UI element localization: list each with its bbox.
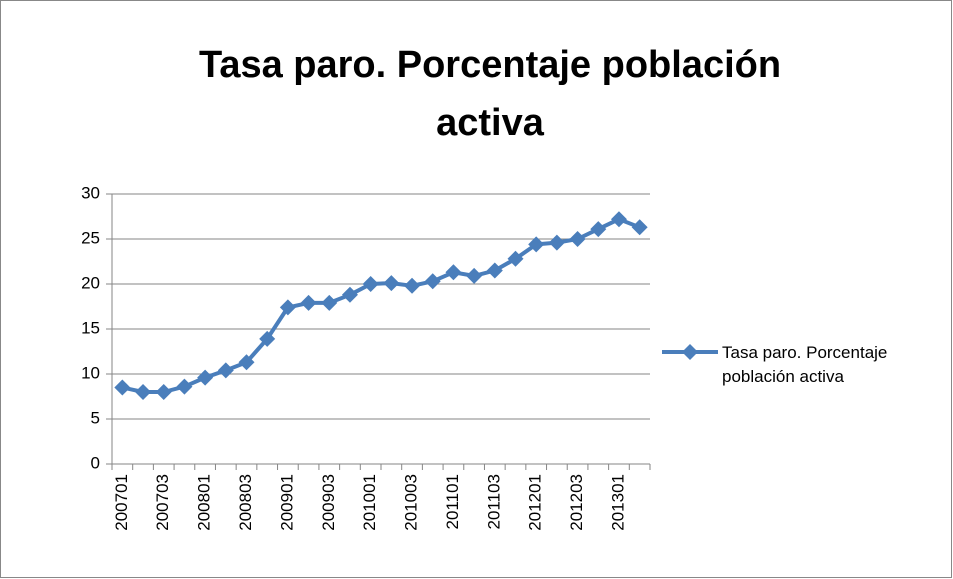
y-tick-label: 0 <box>91 453 100 472</box>
point-marker <box>424 273 441 290</box>
y-tick-label: 15 <box>81 318 100 337</box>
point-marker <box>528 236 545 253</box>
x-tick-label: 200803 <box>236 474 255 531</box>
point-marker <box>590 221 607 238</box>
point-marker <box>362 276 379 292</box>
legend-label: Tasa paro. Porcentaje población activa <box>722 343 888 386</box>
point-marker <box>383 275 400 292</box>
point-marker <box>238 354 255 371</box>
x-tick-label: 201103 <box>484 474 503 529</box>
x-tick-label: 201101 <box>443 474 462 529</box>
x-tick-label: 200701 <box>112 474 131 531</box>
point-marker <box>321 294 338 311</box>
x-tick-label: 200901 <box>277 474 296 531</box>
y-tick-label: 5 <box>91 408 100 427</box>
point-marker <box>135 384 152 400</box>
point-marker <box>279 299 296 316</box>
point-marker <box>259 330 276 347</box>
point-marker <box>176 378 193 395</box>
point-marker <box>404 277 421 294</box>
x-tick-label: 201201 <box>526 474 545 531</box>
x-tick-label: 200703 <box>153 474 172 531</box>
point-marker <box>155 384 172 400</box>
x-tick-label: 201001 <box>360 474 379 531</box>
y-tick-label: 30 <box>81 183 100 202</box>
x-tick-label: 201003 <box>402 474 421 531</box>
point-marker <box>631 219 648 236</box>
y-tick-label: 25 <box>81 228 100 247</box>
point-marker <box>217 362 234 379</box>
x-tick-label: 201301 <box>608 474 627 531</box>
x-tick-label: 200801 <box>195 474 214 531</box>
point-marker <box>507 250 524 267</box>
point-marker <box>300 294 317 311</box>
chart-title: Tasa paro. Porcentaje población activa <box>198 44 782 144</box>
x-tick-label: 201203 <box>567 474 586 531</box>
point-marker <box>610 211 627 228</box>
point-marker <box>486 262 503 279</box>
point-marker <box>197 369 214 386</box>
y-tick-label: 20 <box>81 273 100 292</box>
point-marker <box>569 231 586 247</box>
point-marker <box>466 267 483 284</box>
point-marker <box>445 264 462 281</box>
point-marker <box>341 286 358 303</box>
x-tick-label: 200903 <box>319 474 338 531</box>
point-marker <box>548 234 565 251</box>
y-tick-label: 10 <box>81 363 100 382</box>
point-marker <box>114 379 131 396</box>
legend-marker <box>682 344 698 360</box>
